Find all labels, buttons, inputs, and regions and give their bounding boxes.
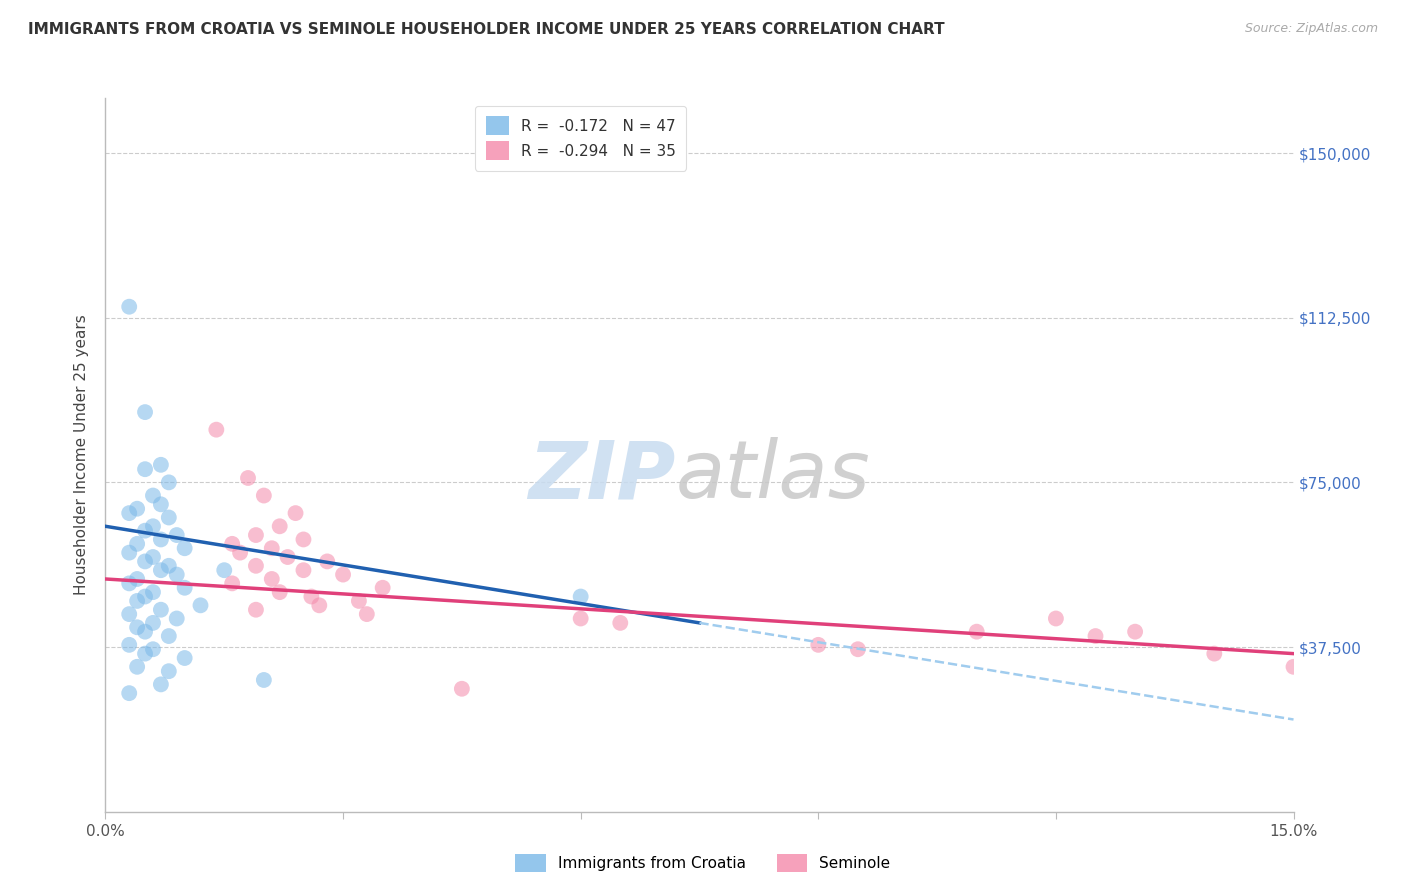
Point (356, 607, 378, 621)
Point (157, 510, 180, 524)
Point (127, 620, 149, 634)
Point (134, 462, 156, 476)
Text: ZIP: ZIP (529, 437, 676, 516)
Point (149, 677, 172, 691)
Point (569, 611, 592, 625)
Point (157, 664, 180, 678)
Point (157, 475, 180, 490)
Point (807, 638, 830, 652)
Point (149, 563, 172, 577)
Point (292, 533, 315, 547)
Point (269, 519, 291, 533)
Point (166, 567, 188, 582)
Point (127, 572, 149, 586)
Point (1123, 624, 1146, 639)
Point (316, 554, 339, 568)
Point (149, 458, 172, 472)
Point (205, 423, 228, 437)
Point (166, 611, 188, 625)
Point (134, 647, 156, 661)
Point (134, 524, 156, 538)
Point (118, 546, 141, 560)
Point (1204, 647, 1226, 661)
Point (245, 603, 267, 617)
Point (127, 537, 149, 551)
Point (173, 651, 195, 665)
Point (245, 558, 267, 573)
Point (118, 576, 141, 591)
Point (609, 615, 631, 630)
Point (450, 681, 472, 696)
Point (269, 585, 291, 599)
Point (118, 300, 141, 314)
Point (127, 501, 149, 516)
Point (1282, 660, 1305, 674)
Point (142, 519, 165, 533)
Point (173, 581, 195, 595)
Point (142, 489, 165, 503)
Point (134, 405, 156, 419)
Point (149, 533, 172, 547)
Point (569, 590, 592, 604)
Point (173, 541, 195, 556)
Point (221, 537, 243, 551)
Point (118, 686, 141, 700)
Text: Source: ZipAtlas.com: Source: ZipAtlas.com (1244, 22, 1378, 36)
Point (308, 599, 330, 613)
Point (118, 506, 141, 520)
Point (157, 629, 180, 643)
Point (292, 563, 315, 577)
Point (332, 567, 354, 582)
Point (142, 615, 165, 630)
Point (299, 590, 322, 604)
Point (142, 585, 165, 599)
Point (134, 624, 156, 639)
Point (966, 624, 988, 639)
Point (118, 607, 141, 621)
Point (149, 497, 172, 511)
Point (157, 558, 180, 573)
Y-axis label: Householder Income Under 25 years: Householder Income Under 25 years (75, 315, 90, 595)
Point (142, 549, 165, 564)
Point (277, 549, 299, 564)
Point (245, 528, 267, 542)
Point (1045, 611, 1067, 625)
Point (260, 572, 283, 586)
Point (260, 541, 283, 556)
Point (347, 594, 370, 608)
Point (127, 594, 149, 608)
Text: atlas: atlas (676, 437, 870, 516)
Point (142, 642, 165, 657)
Point (253, 489, 276, 503)
Point (127, 660, 149, 674)
Point (371, 581, 394, 595)
Legend: Immigrants from Croatia, Seminole: Immigrants from Croatia, Seminole (508, 846, 898, 880)
Point (236, 471, 259, 485)
Point (284, 506, 307, 520)
Point (134, 554, 156, 568)
Point (214, 563, 236, 577)
Legend: R =  -0.172   N = 47, R =  -0.294   N = 35: R = -0.172 N = 47, R = -0.294 N = 35 (475, 106, 686, 170)
Point (118, 638, 141, 652)
Text: IMMIGRANTS FROM CROATIA VS SEMINOLE HOUSEHOLDER INCOME UNDER 25 YEARS CORRELATIO: IMMIGRANTS FROM CROATIA VS SEMINOLE HOUS… (28, 22, 945, 37)
Point (221, 576, 243, 591)
Point (166, 528, 188, 542)
Point (229, 546, 252, 560)
Point (190, 599, 212, 613)
Point (149, 603, 172, 617)
Point (134, 590, 156, 604)
Point (1084, 629, 1107, 643)
Point (253, 673, 276, 687)
Point (846, 642, 869, 657)
